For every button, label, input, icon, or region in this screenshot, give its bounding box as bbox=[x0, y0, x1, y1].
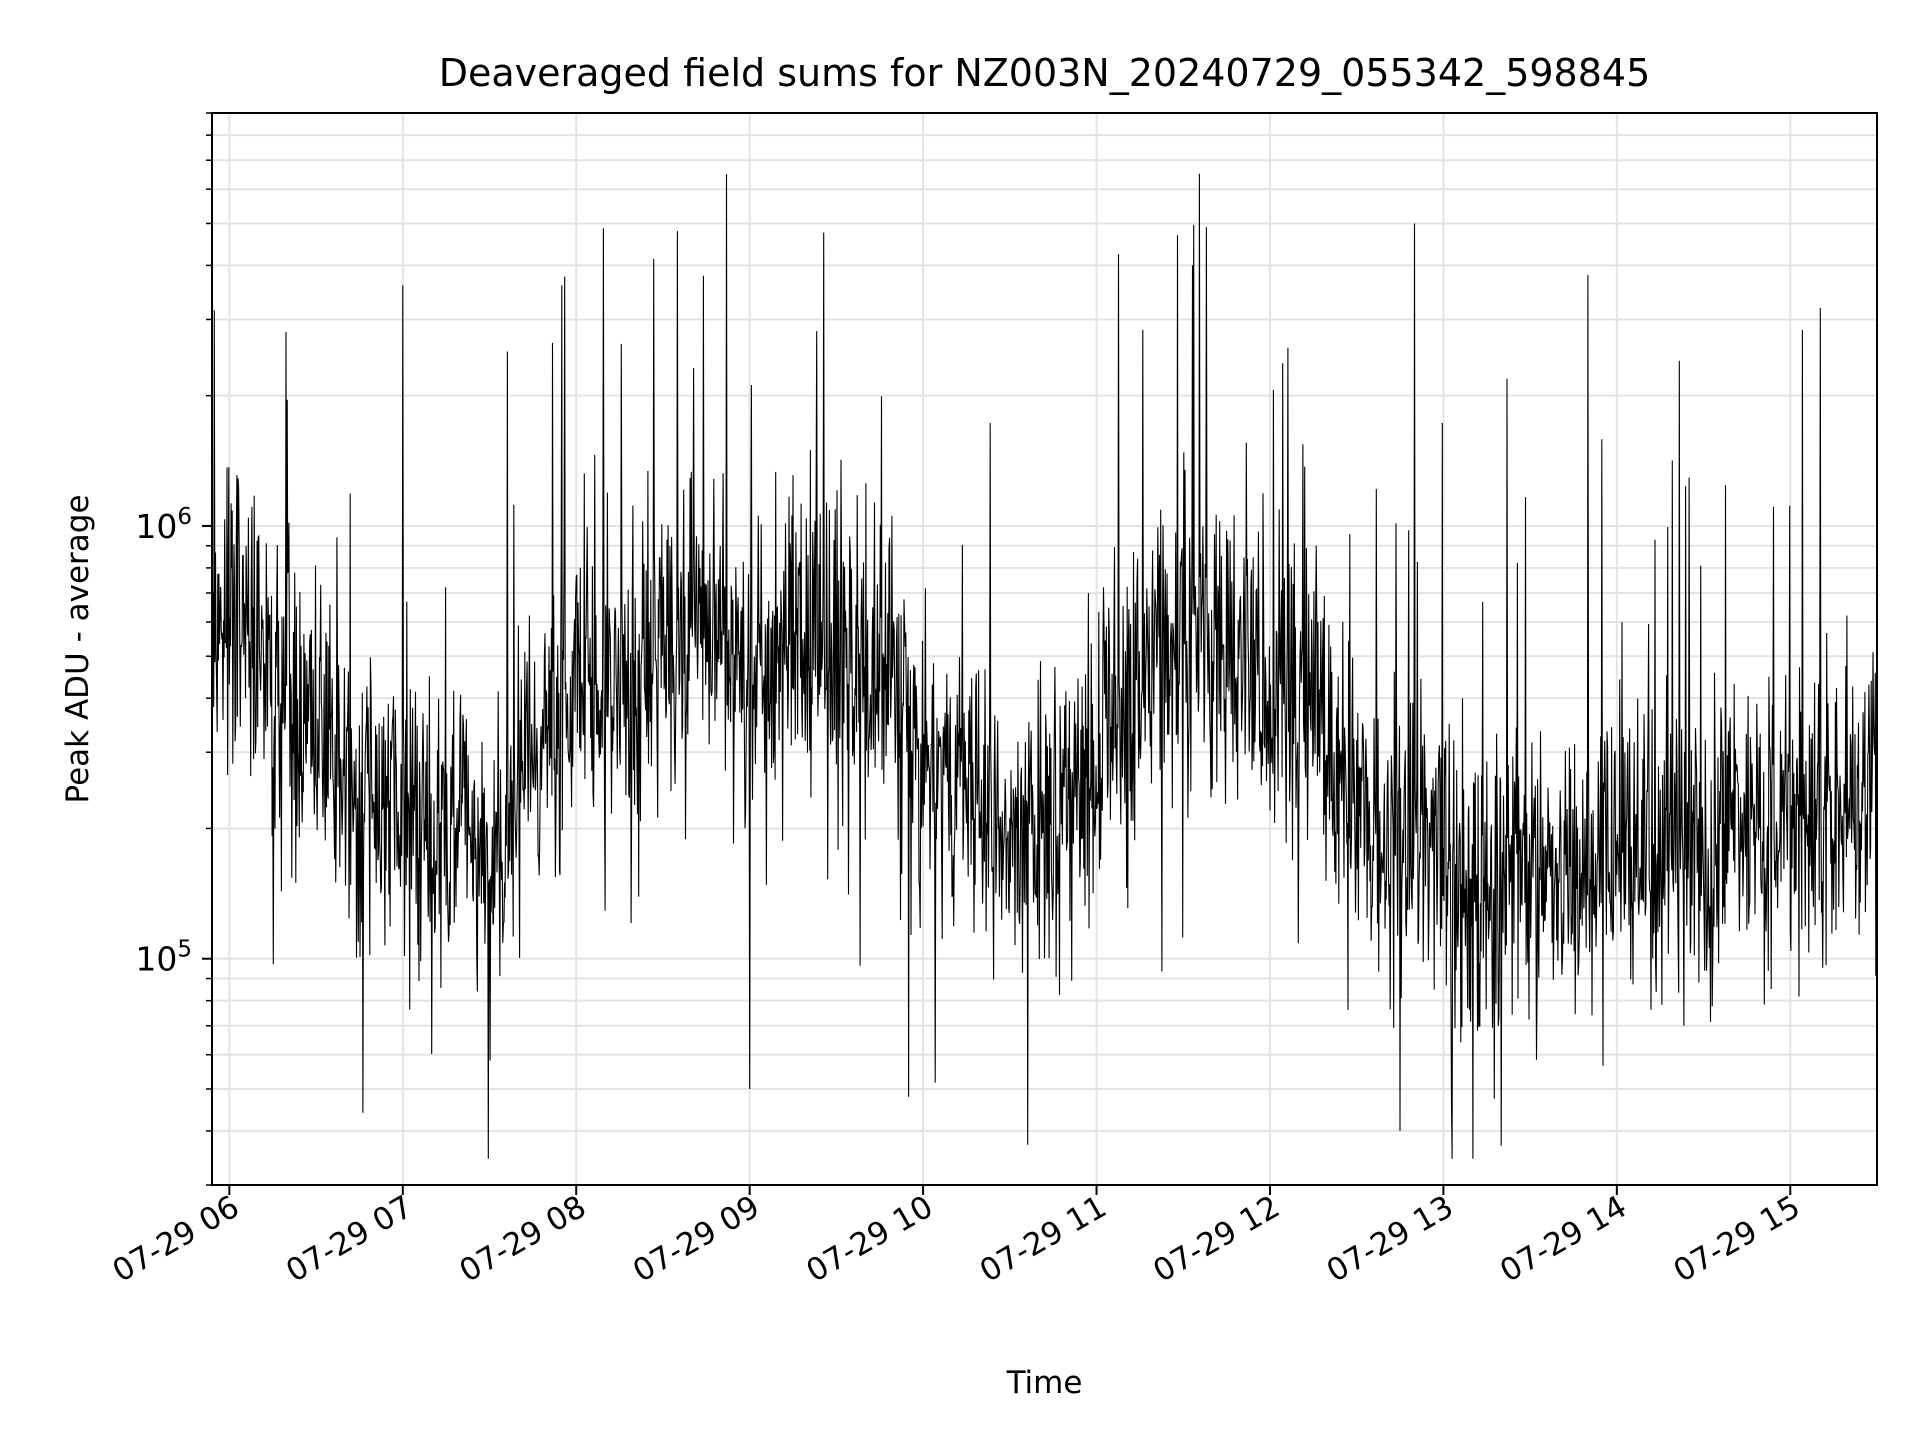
y-tick-base: 10 bbox=[135, 940, 177, 979]
series-line bbox=[212, 173, 1877, 1159]
x-axis-label: Time bbox=[1006, 1365, 1083, 1401]
y-tick-exponent: 5 bbox=[177, 937, 192, 963]
y-tick-exponent: 6 bbox=[177, 504, 192, 530]
y-tick-label: 106 bbox=[135, 504, 192, 546]
grid bbox=[212, 112, 1877, 1186]
y-axis-label: Peak ADU - average bbox=[60, 494, 96, 803]
y-tick-label: 105 bbox=[135, 937, 192, 979]
plot-frame bbox=[211, 112, 1878, 1186]
y-tick-base: 10 bbox=[135, 507, 177, 546]
chart-title: Deaveraged field sums for NZ003N_2024072… bbox=[439, 51, 1651, 95]
series-layer bbox=[212, 173, 1877, 1159]
